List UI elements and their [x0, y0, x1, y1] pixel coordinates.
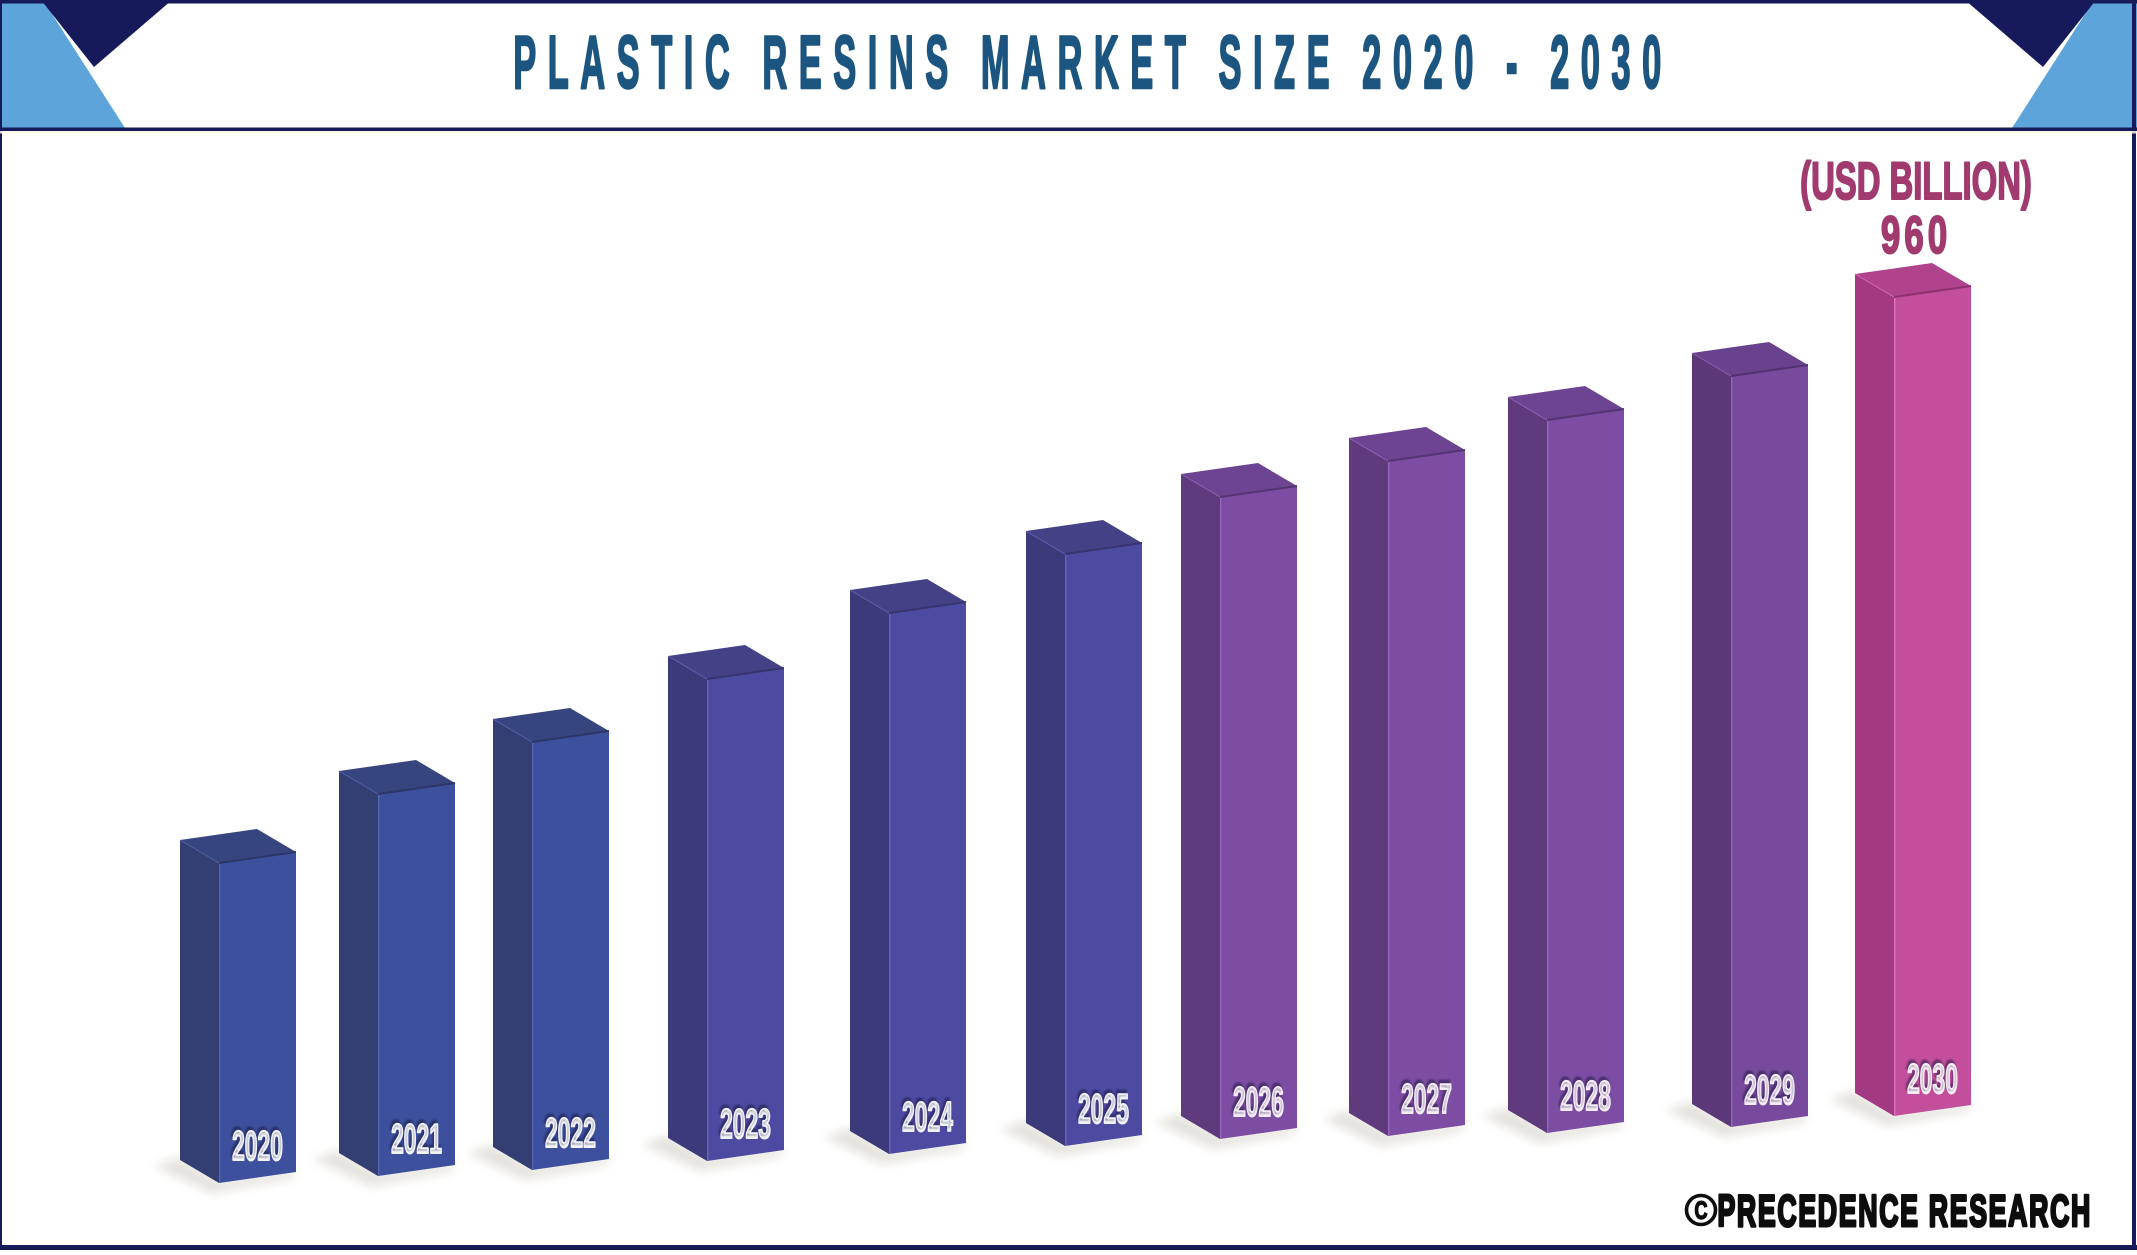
svg-text:C: C — [1695, 1196, 1708, 1225]
svg-text:2028: 2028 — [1560, 1074, 1611, 1120]
svg-text:2021: 2021 — [391, 1117, 442, 1163]
svg-text:(USD BILLION): (USD BILLION) — [1800, 152, 2032, 211]
svg-text:2020: 2020 — [232, 1124, 283, 1170]
svg-text:PRECEDENCE RESEARCH: PRECEDENCE RESEARCH — [1717, 1186, 2092, 1236]
svg-text:2023: 2023 — [720, 1102, 771, 1148]
svg-text:2027: 2027 — [1401, 1077, 1452, 1123]
svg-text:2026: 2026 — [1233, 1080, 1284, 1126]
svg-text:2024: 2024 — [902, 1095, 953, 1141]
svg-text:2022: 2022 — [545, 1111, 596, 1157]
svg-text:2025: 2025 — [1078, 1087, 1129, 1133]
svg-text:PLASTIC RESINS MARKET SIZE 202: PLASTIC RESINS MARKET SIZE 2020 - 2030 — [513, 21, 1673, 105]
svg-text:960: 960 — [1881, 205, 1951, 265]
svg-text:2029: 2029 — [1744, 1068, 1795, 1114]
svg-text:2030: 2030 — [1907, 1057, 1958, 1103]
